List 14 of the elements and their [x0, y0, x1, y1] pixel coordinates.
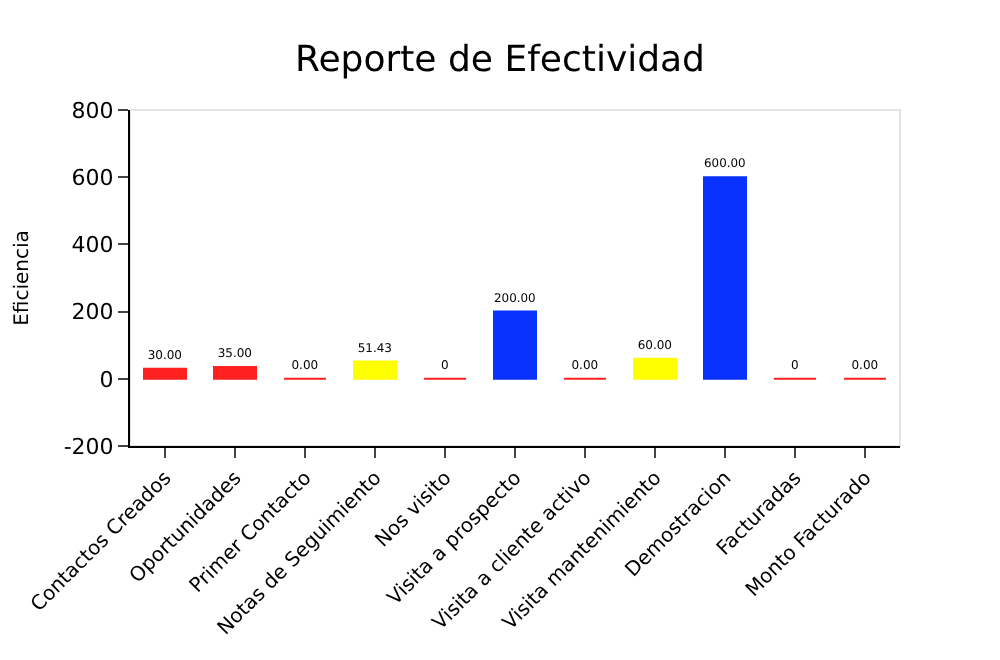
y-tick-label: 600 — [71, 164, 114, 191]
y-tick-label: 200 — [71, 299, 114, 326]
bar — [353, 360, 397, 380]
y-tick-label: 0 — [99, 366, 114, 393]
bar — [633, 357, 677, 380]
bar — [213, 366, 257, 380]
bar — [143, 367, 187, 380]
y-axis-title: Eficiencia — [11, 230, 34, 326]
y-tick-label: 400 — [71, 232, 114, 259]
bar — [493, 310, 537, 380]
chart-title: Reporte de Efectividad — [295, 39, 705, 82]
y-tick-label: -200 — [63, 433, 114, 460]
y-tick-label: 800 — [71, 97, 114, 124]
bar — [703, 176, 747, 380]
